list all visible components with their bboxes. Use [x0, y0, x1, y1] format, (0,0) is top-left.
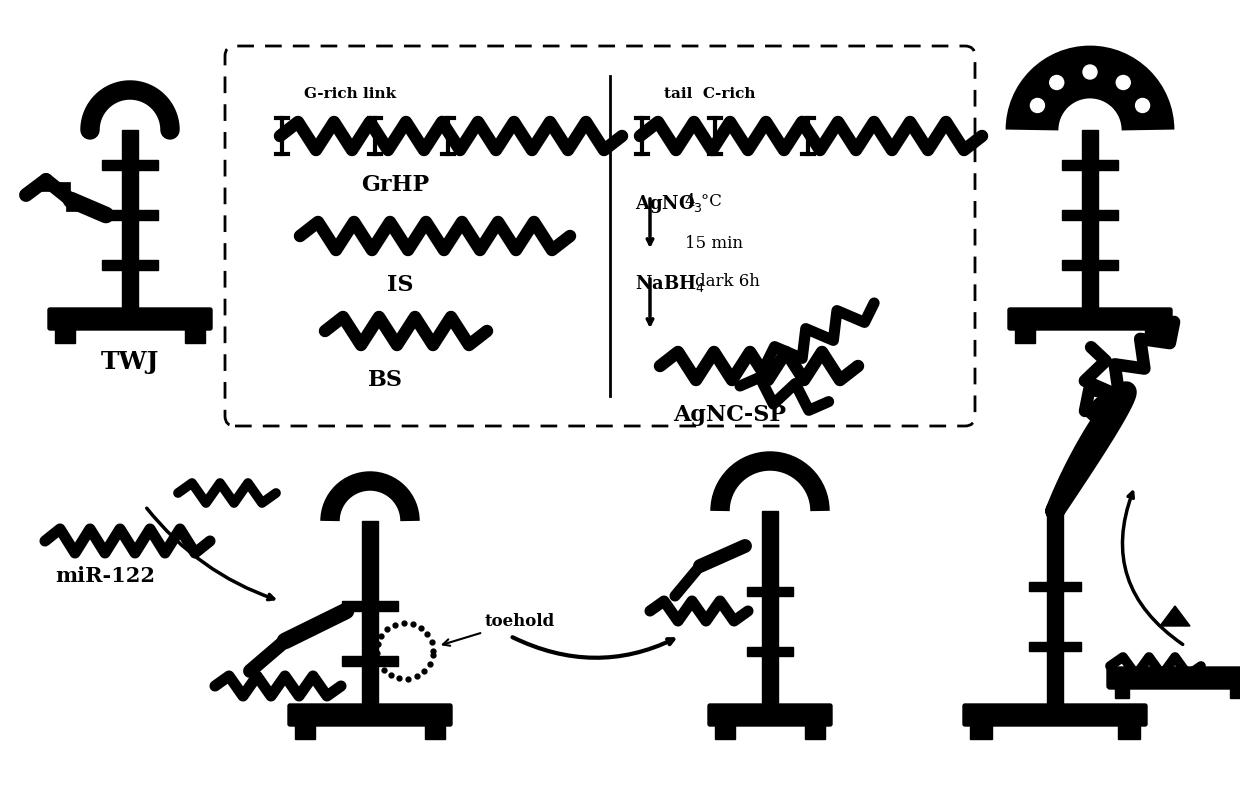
Text: G-rich link: G-rich link	[304, 87, 396, 101]
Bar	[746, 647, 794, 656]
Bar	[715, 724, 735, 739]
Circle shape	[1030, 98, 1044, 113]
Text: GrHP: GrHP	[361, 174, 429, 196]
Bar	[1230, 682, 1240, 698]
Text: IS: IS	[387, 274, 413, 296]
Bar	[1061, 260, 1118, 270]
Text: 15 min: 15 min	[684, 235, 743, 251]
Bar	[1115, 682, 1128, 698]
Bar	[746, 587, 794, 596]
Bar	[55, 328, 74, 343]
Bar	[1145, 328, 1166, 343]
Bar	[102, 260, 157, 270]
Bar	[1061, 160, 1118, 170]
Bar	[425, 724, 445, 739]
Bar	[1047, 511, 1063, 706]
Bar	[763, 511, 777, 706]
Text: BS: BS	[367, 369, 403, 391]
Text: dark 6h: dark 6h	[694, 272, 760, 289]
Bar	[1083, 130, 1097, 310]
Bar	[1016, 328, 1035, 343]
Text: toehold: toehold	[443, 613, 556, 646]
Circle shape	[1116, 76, 1131, 89]
Bar	[102, 210, 157, 220]
FancyBboxPatch shape	[288, 704, 453, 726]
Bar	[1029, 582, 1081, 591]
Text: miR-122: miR-122	[55, 566, 155, 586]
Bar	[970, 724, 992, 739]
Bar	[1029, 642, 1081, 651]
FancyBboxPatch shape	[708, 704, 832, 726]
Bar	[185, 328, 205, 343]
Text: AgNC-SP: AgNC-SP	[673, 404, 786, 426]
FancyBboxPatch shape	[1008, 308, 1172, 330]
Text: tail  C-rich: tail C-rich	[665, 87, 755, 101]
Bar	[122, 130, 138, 310]
Bar	[342, 656, 398, 666]
Circle shape	[1083, 65, 1097, 79]
FancyBboxPatch shape	[48, 308, 212, 330]
FancyBboxPatch shape	[963, 704, 1147, 726]
Text: NaBH$_4$: NaBH$_4$	[635, 273, 704, 294]
Circle shape	[1136, 98, 1149, 113]
Bar	[102, 160, 157, 170]
Bar	[295, 724, 315, 739]
Circle shape	[1050, 76, 1064, 89]
Text: 4 °C: 4 °C	[684, 193, 722, 210]
Bar	[1061, 210, 1118, 220]
Text: TWJ: TWJ	[100, 350, 159, 374]
FancyBboxPatch shape	[1107, 667, 1240, 689]
Bar	[1118, 724, 1140, 739]
Polygon shape	[1159, 606, 1190, 626]
Text: AgNO$_3$: AgNO$_3$	[635, 193, 703, 215]
Bar	[362, 521, 378, 706]
Bar	[805, 724, 825, 739]
Bar	[342, 601, 398, 611]
